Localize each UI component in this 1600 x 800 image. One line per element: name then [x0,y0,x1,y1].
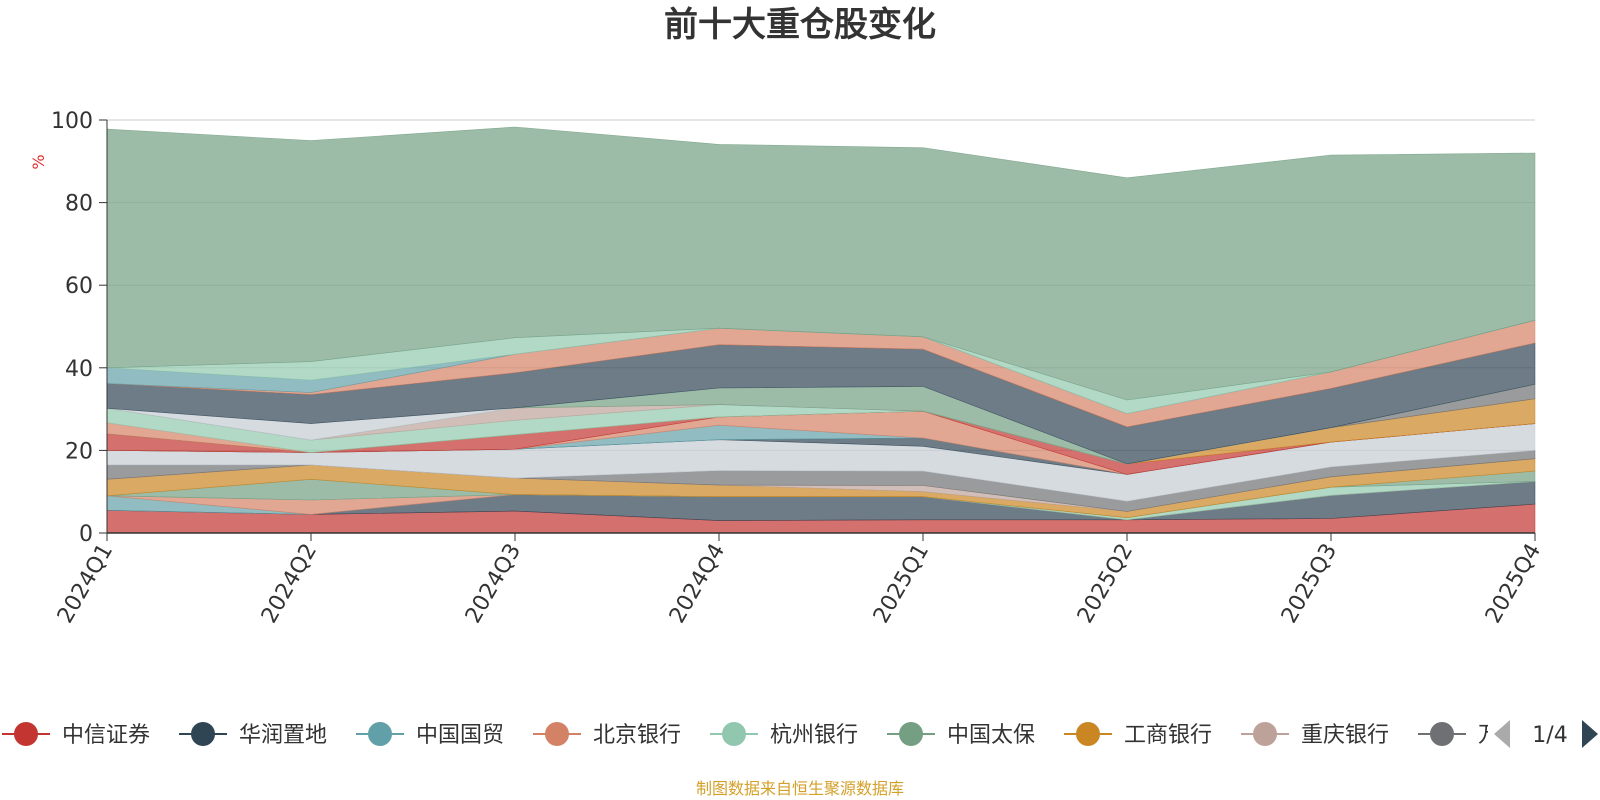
legend-prev-page-icon[interactable] [1494,720,1510,748]
legend-item[interactable]: 中信证券 [2,722,150,748]
legend-label: 北京银行 [593,723,681,748]
legend-item[interactable]: 重庆银行 [1241,722,1389,748]
legend-circle-icon [14,722,38,746]
legend-label: 工商银行 [1124,723,1212,748]
legend-circle-icon [368,722,392,746]
y-tick-label: 20 [65,439,93,464]
y-tick-label: 60 [65,274,93,299]
x-tick-label: 2025Q2 [1073,540,1138,628]
y-tick-label: 100 [51,109,93,134]
legend-circle-icon [1430,722,1454,746]
legend-item[interactable]: 万 [1418,722,1500,748]
legend-item[interactable]: 杭州银行 [710,722,858,748]
legend-circle-icon [191,722,215,746]
y-tick-label: 40 [65,357,93,382]
legend-circle-icon [545,722,569,746]
x-tick-label: 2024Q1 [53,540,118,628]
legend-page-indicator: 1/4 [1532,723,1567,748]
legend-next-page-icon[interactable] [1582,720,1598,748]
y-tick-label: 80 [65,192,93,217]
legend-label: 重庆银行 [1301,723,1389,748]
legend-label: 华润置地 [239,723,327,748]
legend-item[interactable]: 华润置地 [179,722,327,748]
legend-label: 中国国贸 [416,723,504,748]
legend-item[interactable]: 工商银行 [1064,722,1212,748]
x-tick-label: 2025Q1 [869,540,934,628]
y-tick-label: 0 [79,522,93,547]
legend-circle-icon [899,722,923,746]
y-axis-unit-label: % [29,154,48,169]
legend-circle-icon [1253,722,1277,746]
legend-item[interactable]: 北京银行 [533,722,681,748]
area-series-group [106,126,1536,534]
x-tick-label: 2025Q4 [1481,540,1546,628]
legend-circle-icon [722,722,746,746]
legend-label: 中信证券 [62,723,150,748]
legend: 中信证券 华润置地 中国国贸 北京银行 杭州银行 中国太保 工商银行 重庆银行 万 1/4 [2,712,1600,756]
data-source-footer: 制图数据来自恒生聚源数据库 [695,779,904,798]
legend-item[interactable]: 中国太保 [887,722,1035,748]
legend-item[interactable]: 中国国贸 [356,722,504,748]
x-tick-label: 2025Q3 [1277,540,1342,628]
x-tick-label: 2024Q2 [257,540,322,628]
legend-label: 杭州银行 [770,723,858,748]
chart-title: 前十大重仓股变化 [664,5,936,45]
x-tick-label: 2024Q4 [665,540,730,628]
legend-circle-icon [1076,722,1100,746]
x-tick-label: 2024Q3 [461,540,526,628]
area-series-26 [106,126,1536,401]
legend-label: 中国太保 [947,723,1035,748]
